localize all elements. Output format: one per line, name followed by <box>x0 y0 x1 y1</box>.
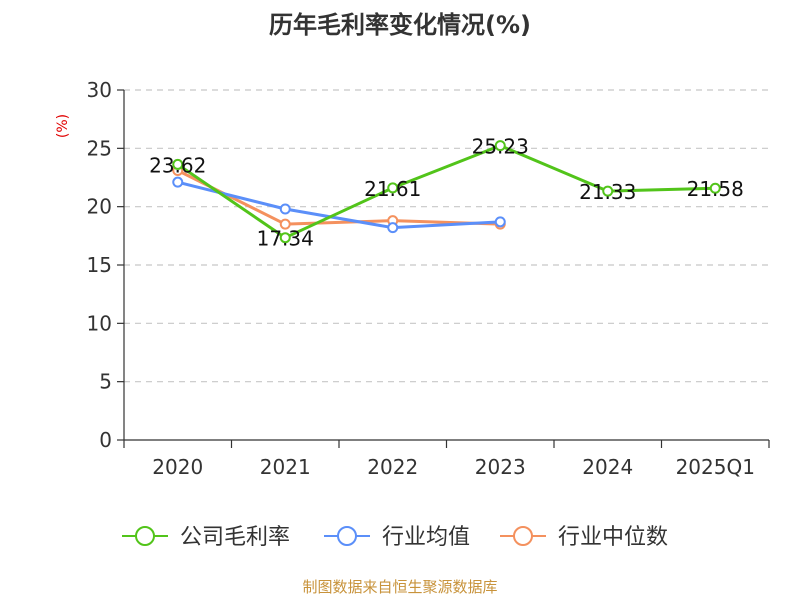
series-line <box>176 144 716 240</box>
y-tick-label: 30 <box>87 78 112 102</box>
x-tick-label: 2024 <box>582 455 633 479</box>
data-point <box>387 182 399 194</box>
y-tick-label: 0 <box>99 428 112 452</box>
data-point <box>494 216 506 228</box>
data-point <box>279 218 291 230</box>
axes: 0 5 10 15 20 25 30 2020 2021 2022 2023 2024 2025Q1 <box>87 78 770 479</box>
y-tick-label: 5 <box>99 370 112 394</box>
grid-lines <box>124 89 769 383</box>
x-tick-label: 2020 <box>152 455 203 479</box>
legend-marker <box>135 526 155 546</box>
legend-marker <box>513 526 533 546</box>
data-labels: 23.62 17.34 21.61 25.23 21.33 21.58 <box>149 135 744 251</box>
data-point <box>279 232 291 244</box>
series-group <box>172 140 721 244</box>
data-label: 21.33 <box>579 180 636 204</box>
legend-label: 行业中位数 <box>558 525 668 550</box>
data-label: 23.62 <box>149 153 206 177</box>
legend-label: 行业均值 <box>382 525 470 550</box>
data-label: 17.34 <box>257 227 314 251</box>
data-point <box>494 140 506 152</box>
data-label: 25.23 <box>472 135 529 159</box>
legend-marker <box>337 526 357 546</box>
x-tick-label: 2022 <box>367 455 418 479</box>
data-point <box>387 222 399 234</box>
legend: 公司毛利率 行业均值 行业中位数 <box>122 525 668 550</box>
x-tick-label: 2021 <box>260 455 311 479</box>
data-label: 21.61 <box>364 177 421 201</box>
series-line <box>177 180 501 230</box>
data-point <box>602 185 614 197</box>
y-tick-label: 25 <box>87 136 112 160</box>
legend-label: 公司毛利率 <box>180 525 290 550</box>
x-tick-label: 2025Q1 <box>676 455 755 479</box>
y-tick-label: 10 <box>87 311 112 335</box>
data-point <box>709 182 721 194</box>
x-tick-label: 2023 <box>475 455 526 479</box>
data-point <box>279 203 291 215</box>
y-tick-label: 15 <box>87 253 112 277</box>
y-axis-label: (%) <box>55 114 71 138</box>
y-tick-label: 20 <box>87 195 112 219</box>
chart-title: 历年毛利率变化情况(%) <box>269 11 531 39</box>
series-line <box>177 169 501 226</box>
data-point <box>172 176 184 188</box>
data-label: 21.58 <box>687 177 744 201</box>
data-point <box>172 158 184 170</box>
source-note: 制图数据来自恒生聚源数据库 <box>302 578 497 596</box>
